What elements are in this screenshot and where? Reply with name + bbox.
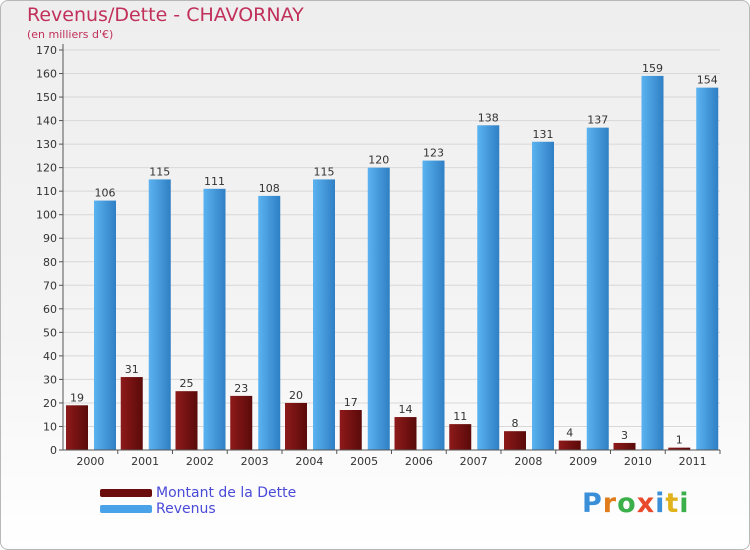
logo-letter: P xyxy=(582,488,603,519)
y-tick-label: 90 xyxy=(43,232,57,245)
bar-dette xyxy=(120,377,143,450)
bar-revenus xyxy=(148,179,171,451)
legend-swatch-dette xyxy=(100,489,152,497)
x-tick-label: 2001 xyxy=(131,455,159,468)
data-label-dette: 20 xyxy=(289,389,303,402)
y-tick-label: 0 xyxy=(50,444,57,457)
y-tick-label: 60 xyxy=(43,303,57,316)
legend-label-dette: Montant de la Dette xyxy=(156,485,297,501)
logo-letter: i xyxy=(655,488,666,519)
data-label-dette: 17 xyxy=(344,396,358,409)
bar-dette xyxy=(230,395,253,450)
bar-revenus xyxy=(313,179,335,451)
bar-dette xyxy=(285,402,307,450)
data-label-revenus: 137 xyxy=(587,114,608,127)
bar-revenus xyxy=(258,195,281,450)
data-label-revenus: 123 xyxy=(423,147,444,160)
data-label-revenus: 108 xyxy=(259,182,280,195)
y-tick-label: 110 xyxy=(36,185,57,198)
chart-subtitle: (en milliers d'€) xyxy=(27,28,114,41)
y-tick-label: 160 xyxy=(36,68,57,81)
grid-lines xyxy=(63,49,720,427)
x-tick-label: 2007 xyxy=(460,455,488,468)
bar-dette xyxy=(394,417,417,450)
bar-dette xyxy=(66,405,88,450)
data-label-dette: 8 xyxy=(512,417,519,430)
y-tick-label: 10 xyxy=(43,420,57,433)
logo-letter: o xyxy=(617,488,637,519)
data-label-revenus: 138 xyxy=(478,111,499,124)
y-tick-label: 130 xyxy=(36,138,57,151)
y-tick-label: 20 xyxy=(43,397,57,410)
bar-revenus xyxy=(696,87,719,450)
data-label-dette: 19 xyxy=(70,391,84,404)
logo-letter: i xyxy=(679,488,690,519)
data-label-revenus: 131 xyxy=(533,128,554,141)
logo-letter: t xyxy=(665,488,680,519)
bar-dette xyxy=(613,442,636,450)
x-tick-label: 2006 xyxy=(405,455,433,468)
bar-dette xyxy=(175,391,198,450)
y-tick-label: 30 xyxy=(43,373,57,386)
x-tick-label: 2002 xyxy=(186,455,214,468)
bar-revenus xyxy=(203,188,226,450)
x-tick-label: 2004 xyxy=(295,455,323,468)
bar-revenus xyxy=(586,127,609,450)
proxiti-logo: Proxiti xyxy=(582,488,690,519)
data-label-revenus: 111 xyxy=(204,175,225,188)
x-tick-label: 2003 xyxy=(241,455,269,468)
data-label-revenus: 106 xyxy=(95,187,116,200)
logo-letter: x xyxy=(636,488,656,519)
y-tick-label: 150 xyxy=(36,91,57,104)
data-label-dette: 4 xyxy=(566,427,573,440)
bar-revenus xyxy=(94,200,116,450)
data-label-revenus: 115 xyxy=(149,165,170,178)
labels: 0102030405060708090100110120130140150160… xyxy=(36,44,718,468)
bar-dette xyxy=(668,447,691,450)
x-tick-label: 2005 xyxy=(350,455,378,468)
data-label-revenus: 154 xyxy=(697,74,718,87)
bar-dette xyxy=(504,431,526,450)
x-tick-label: 2011 xyxy=(679,455,707,468)
legend-label-revenus: Revenus xyxy=(156,501,216,517)
bar-revenus xyxy=(422,160,445,450)
bar-dette xyxy=(339,410,362,450)
logo-letter: r xyxy=(602,488,618,519)
bar-revenus xyxy=(367,167,390,450)
y-tick-label: 120 xyxy=(36,162,57,175)
y-tick-label: 50 xyxy=(43,326,57,339)
bar-revenus xyxy=(477,125,500,450)
chart-title: Revenus/Dette - CHAVORNAY xyxy=(27,4,304,26)
y-tick-label: 40 xyxy=(43,350,57,363)
y-tick-label: 170 xyxy=(36,44,57,57)
bar-revenus xyxy=(532,141,554,450)
data-label-dette: 11 xyxy=(453,410,467,423)
x-tick-label: 2009 xyxy=(569,455,597,468)
y-tick-label: 70 xyxy=(43,279,57,292)
data-label-revenus: 159 xyxy=(642,62,663,75)
y-tick-label: 80 xyxy=(43,256,57,269)
legend-swatch-revenus xyxy=(100,505,152,513)
y-tick-label: 140 xyxy=(36,115,57,128)
y-tick-label: 100 xyxy=(36,209,57,222)
data-label-revenus: 115 xyxy=(314,165,335,178)
bar-dette xyxy=(449,424,472,450)
data-label-revenus: 120 xyxy=(368,154,389,167)
data-label-dette: 1 xyxy=(676,434,683,447)
data-label-dette: 31 xyxy=(125,363,139,376)
bars xyxy=(66,75,719,451)
data-label-dette: 3 xyxy=(621,429,628,442)
bar-revenus xyxy=(641,75,664,450)
x-tick-label: 2008 xyxy=(514,455,542,468)
x-tick-label: 2010 xyxy=(624,455,652,468)
x-tick-label: 2000 xyxy=(76,455,104,468)
data-label-dette: 23 xyxy=(234,382,248,395)
bar-dette xyxy=(558,440,581,450)
data-label-dette: 14 xyxy=(399,403,413,416)
data-label-dette: 25 xyxy=(180,377,194,390)
axes xyxy=(59,44,721,454)
